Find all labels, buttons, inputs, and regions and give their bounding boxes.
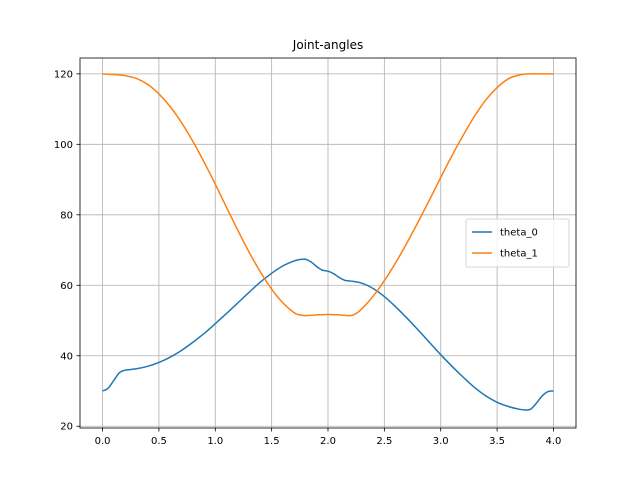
x-tick-label: 3.0 — [433, 436, 449, 447]
chart-title: Joint-angles — [292, 38, 363, 52]
legend-label-theta-0: theta_0 — [500, 228, 538, 239]
y-tick-label: 60 — [60, 281, 73, 292]
x-tick-label: 4.0 — [546, 436, 562, 447]
y-tick-label: 80 — [60, 210, 73, 221]
tick-layer: 0.0 0.5 1.0 1.5 2.0 2.5 3.0 3.5 4.0 20 40 60 80 100 12… — [54, 69, 562, 447]
x-tick-label: 1.0 — [207, 436, 223, 447]
x-tick-label: 2.0 — [320, 436, 336, 447]
plot-area — [102, 73, 554, 411]
series-line-theta-1 — [102, 73, 554, 317]
x-tick-label: 1.5 — [264, 436, 280, 447]
y-tick-label: 100 — [54, 140, 73, 151]
grid-layer — [80, 58, 576, 428]
legend: theta_0 theta_1 — [465, 218, 570, 268]
x-tick-label: 0.5 — [151, 436, 167, 447]
series-line-theta-0 — [102, 258, 554, 411]
y-tick-label: 40 — [60, 351, 73, 362]
x-tick-label: 3.5 — [489, 436, 505, 447]
x-tick-label: 0.0 — [95, 436, 111, 447]
legend-label-theta-1: theta_1 — [500, 249, 538, 260]
legend-box — [465, 218, 570, 268]
x-tick-label: 2.5 — [376, 436, 392, 447]
y-tick-label: 20 — [60, 422, 73, 433]
y-tick-label: 120 — [54, 69, 73, 80]
